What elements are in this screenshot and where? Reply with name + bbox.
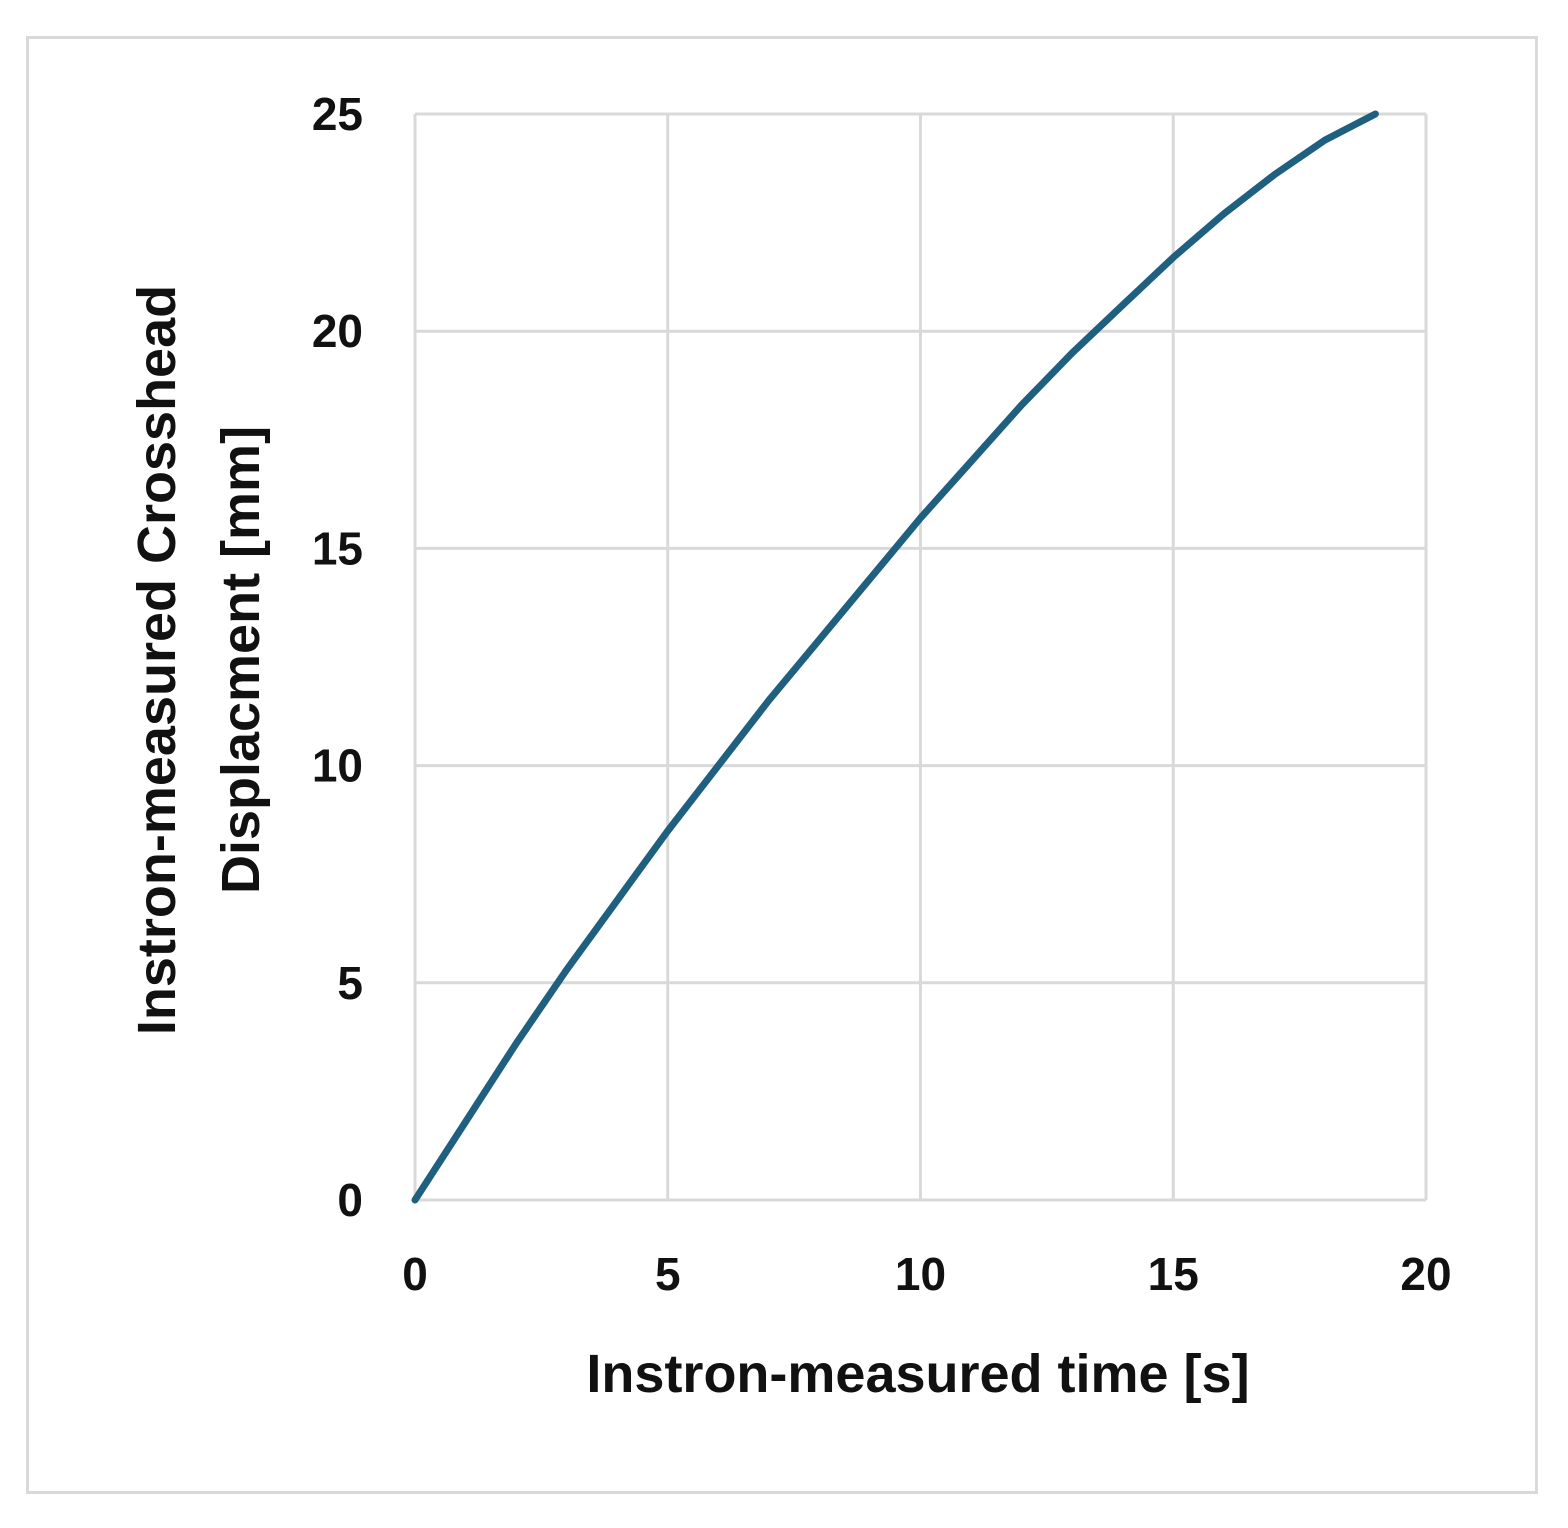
y-axis-title: Instron-measured Crosshead Displacment [… [127, 285, 271, 1035]
y-axis-title-line-2: Displacment [mm] [211, 426, 271, 894]
y-tick-label-0: 0 [337, 1174, 363, 1226]
y-tick-label-4: 20 [312, 305, 363, 357]
x-tick-label-1: 5 [655, 1248, 681, 1300]
x-tick-label-2: 10 [895, 1248, 946, 1300]
y-tick-label-5: 25 [312, 88, 363, 140]
series-line [411, 110, 1379, 1204]
x-tick-label-4: 20 [1400, 1248, 1451, 1300]
grid-lines [413, 112, 1428, 1202]
y-tick-label-1: 5 [337, 957, 363, 1009]
y-axis-title-line-1: Instron-measured Crosshead [127, 285, 187, 1035]
y-tick-labels: 0 5 10 15 20 25 [312, 88, 363, 1226]
x-tick-labels: 0 5 10 15 20 [402, 1248, 1451, 1300]
x-tick-label-0: 0 [402, 1248, 428, 1300]
y-tick-label-2: 10 [312, 740, 363, 792]
y-tick-label-3: 15 [312, 522, 363, 574]
x-axis-title: Instron-measured time [s] [586, 1344, 1249, 1404]
x-tick-label-3: 15 [1148, 1248, 1199, 1300]
